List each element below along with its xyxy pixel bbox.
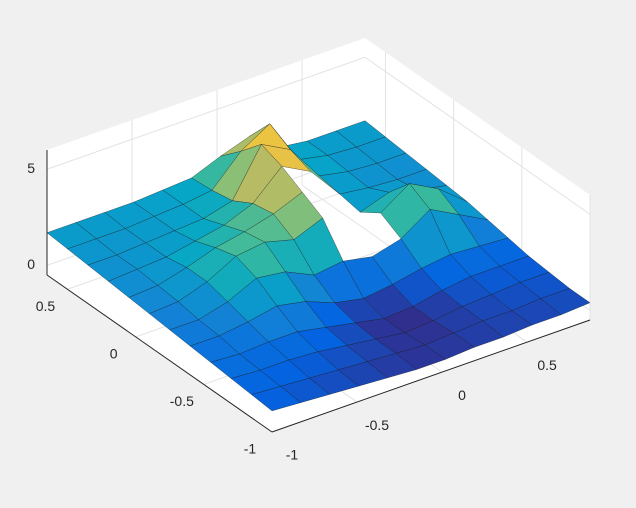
surface-patch: [251, 386, 302, 412]
x-tick-label: 0.5: [537, 357, 557, 373]
y-tick-label: -0.5: [170, 393, 194, 409]
grid-line: [364, 56, 591, 215]
y-tick-label: 0: [110, 346, 118, 362]
axis-line: [271, 319, 591, 433]
x-tick-label: -1: [286, 447, 299, 463]
x-tick-label: -0.5: [365, 417, 389, 433]
y-tick-label: 0.5: [36, 298, 56, 314]
y-tick-label: -1: [244, 441, 257, 457]
z-tick-label: 0: [27, 256, 35, 272]
z-tick-label: 5: [27, 160, 35, 176]
x-tick-label: 0: [458, 387, 466, 403]
grid-line: [46, 56, 366, 170]
side-wall: [365, 38, 590, 320]
axis-line: [46, 274, 273, 433]
